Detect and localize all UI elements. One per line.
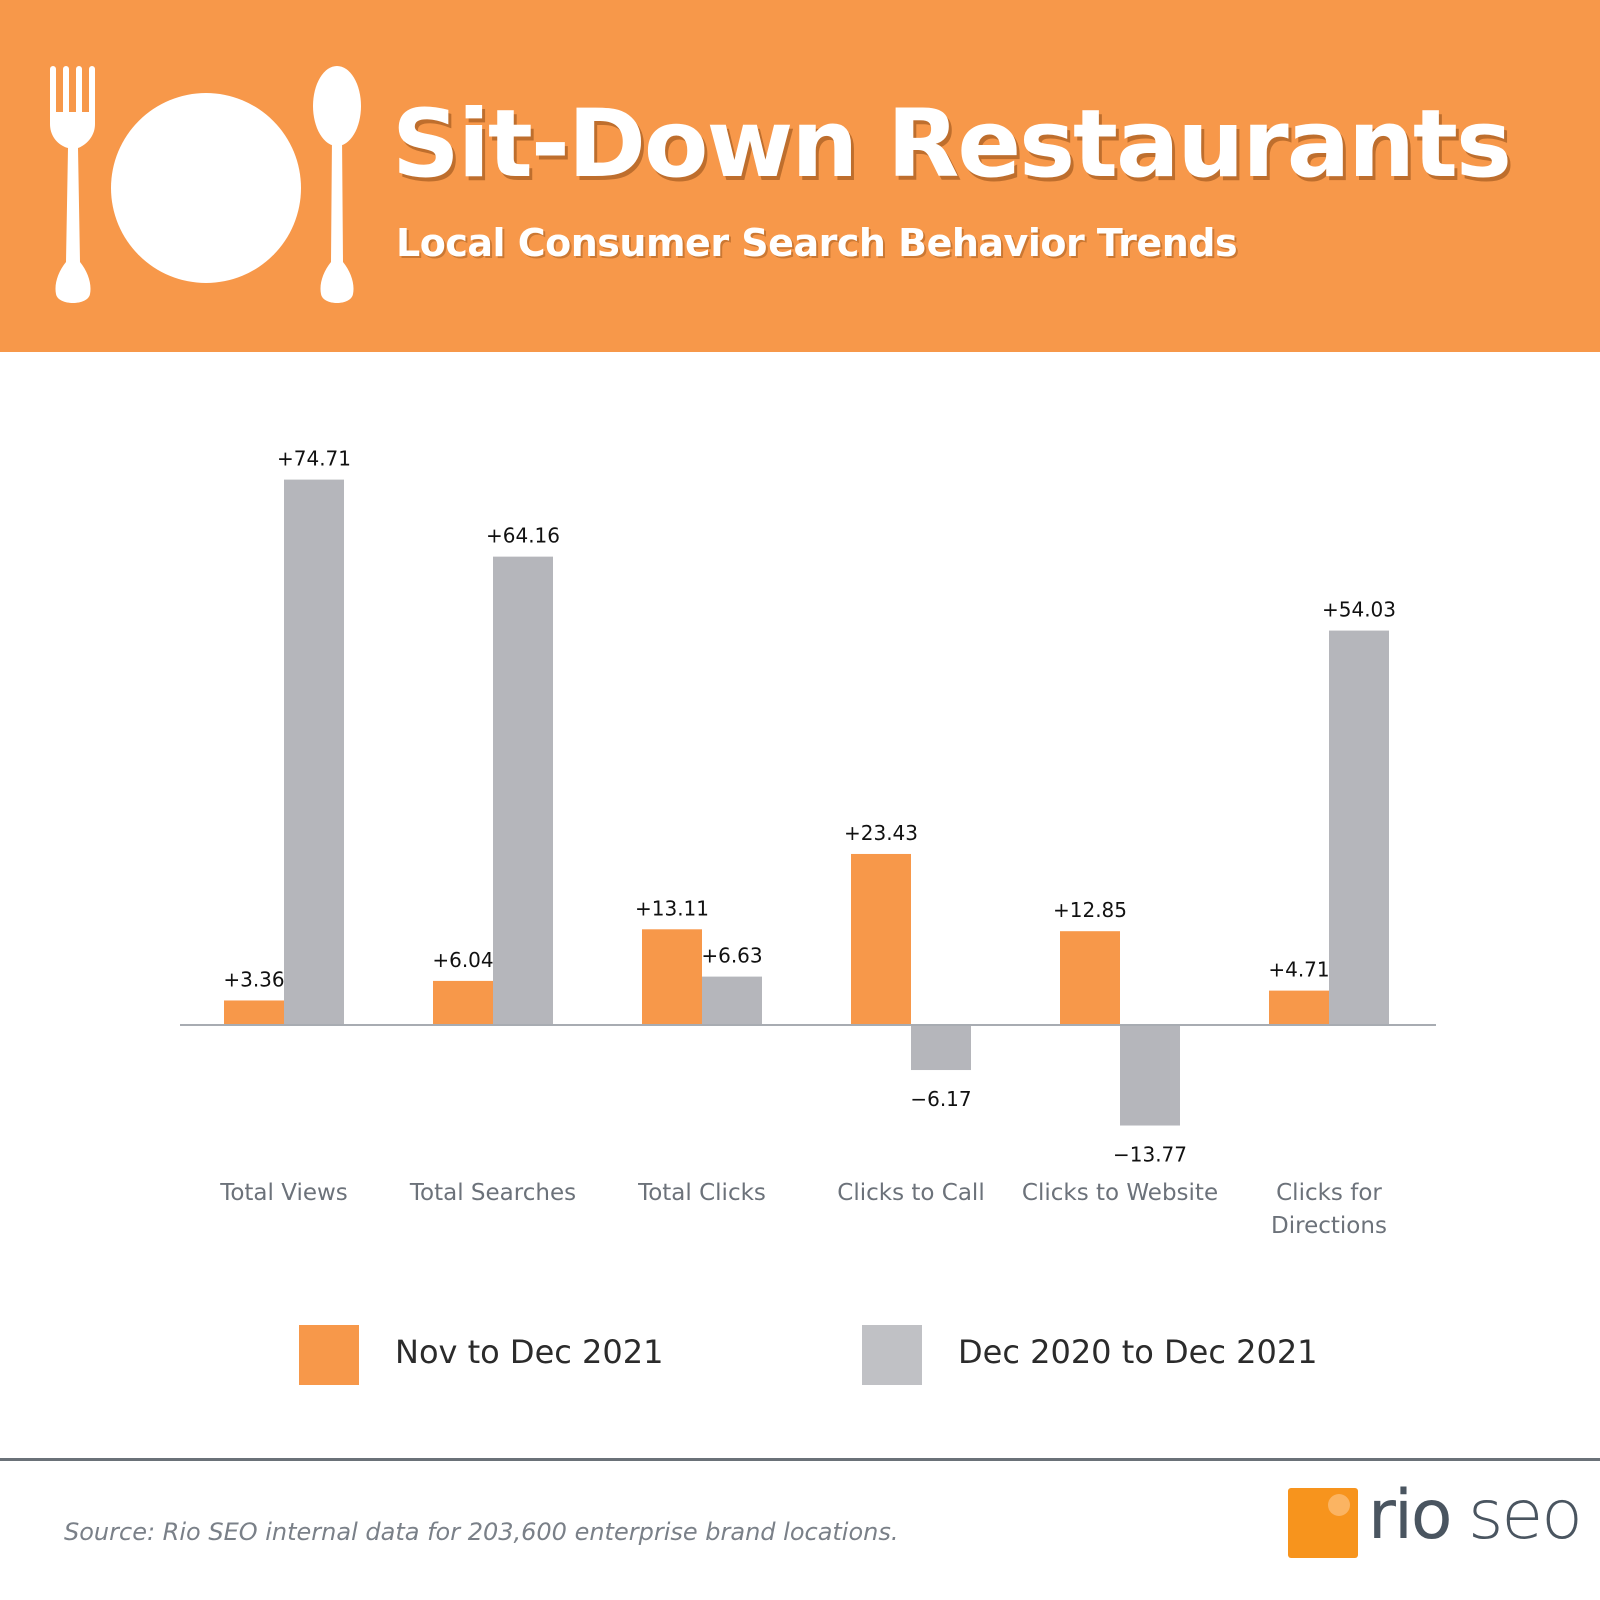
fork-icon: [50, 66, 95, 303]
value-label-total-views-series-2: +74.71: [277, 447, 351, 471]
rioseo-logo: rio seo: [1288, 1482, 1583, 1558]
footer-divider: [0, 1458, 1600, 1461]
logo-text-rio: rio: [1368, 1476, 1452, 1555]
value-label-total-views-series-1: +3.36: [223, 967, 284, 991]
bar-clicks-to-website-series-2: [1120, 1025, 1180, 1126]
page-title: Sit-Down Restaurants: [392, 90, 1512, 199]
value-label-clicks-to-call-series-2: −6.17: [910, 1087, 971, 1111]
value-label-total-searches-series-2: +64.16: [486, 524, 560, 548]
bar-clicks-to-call-series-1: [851, 853, 911, 1025]
plate-icon: [111, 93, 301, 283]
value-label-clicks-for-directions-series-1: +4.71: [1268, 958, 1329, 982]
bar-total-searches-series-2: [493, 556, 553, 1025]
category-label-clicks-to-call: Clicks to Call: [837, 1180, 984, 1206]
category-label-total-searches: Total Searches: [409, 1180, 576, 1206]
category-label-clicks-for-directions-line-2: Directions: [1271, 1213, 1387, 1239]
bar-total-clicks-series-1: [642, 929, 702, 1025]
value-label-total-clicks-series-1: +13.11: [635, 896, 709, 920]
bar-total-searches-series-1: [433, 980, 493, 1025]
logo-text-seo: seo: [1468, 1476, 1583, 1555]
value-label-total-searches-series-1: +6.04: [432, 948, 493, 972]
spoon-icon: [313, 66, 361, 303]
bar-total-views-series-1: [224, 1000, 284, 1025]
value-label-total-clicks-series-2: +6.63: [701, 944, 762, 968]
category-label-total-clicks: Total Clicks: [637, 1180, 766, 1206]
value-label-clicks-to-website-series-1: +12.85: [1053, 898, 1127, 922]
legend-label-series-2: Dec 2020 to Dec 2021: [958, 1333, 1318, 1371]
bar-total-clicks-series-2: [702, 976, 762, 1025]
bar-clicks-to-call-series-2: [911, 1025, 971, 1071]
category-label-clicks-for-directions-line-1: Clicks for: [1276, 1180, 1382, 1206]
legend-swatch-series-2: [862, 1325, 922, 1385]
legend-label-series-1: Nov to Dec 2021: [395, 1333, 664, 1371]
chart-value-labels: +3.36 +74.71 +6.04 +64.16 +13.11 +6.63 +23.43 −…: [223, 447, 1396, 1167]
source-note: Source: Rio SEO internal data for 203,60…: [64, 1518, 899, 1546]
logo-dot-icon: [1328, 1494, 1350, 1516]
bar-total-views-series-2: [284, 479, 344, 1025]
legend-swatch-series-1: [299, 1325, 359, 1385]
chart-category-labels: Total Views Total Searches Total Clicks Cli…: [219, 1180, 1387, 1239]
chart-bars: [224, 479, 1389, 1126]
bar-clicks-to-website-series-1: [1060, 931, 1120, 1025]
value-label-clicks-to-website-series-2: −13.77: [1113, 1143, 1187, 1167]
value-label-clicks-for-directions-series-2: +54.03: [1322, 598, 1396, 622]
bar-clicks-for-directions-series-1: [1269, 990, 1329, 1025]
value-label-clicks-to-call-series-1: +23.43: [844, 821, 918, 845]
bar-clicks-for-directions-series-2: [1329, 630, 1389, 1025]
header-banner: Sit-Down Restaurants Local Consumer Sear…: [0, 0, 1600, 352]
category-label-total-views: Total Views: [219, 1180, 348, 1206]
category-label-clicks-to-website: Clicks to Website: [1022, 1180, 1218, 1206]
bar-chart: +3.36 +74.71 +6.04 +64.16 +13.11 +6.63 +23.43 −…: [180, 447, 1436, 1239]
page-subtitle: Local Consumer Search Behavior Trends: [396, 221, 1238, 265]
